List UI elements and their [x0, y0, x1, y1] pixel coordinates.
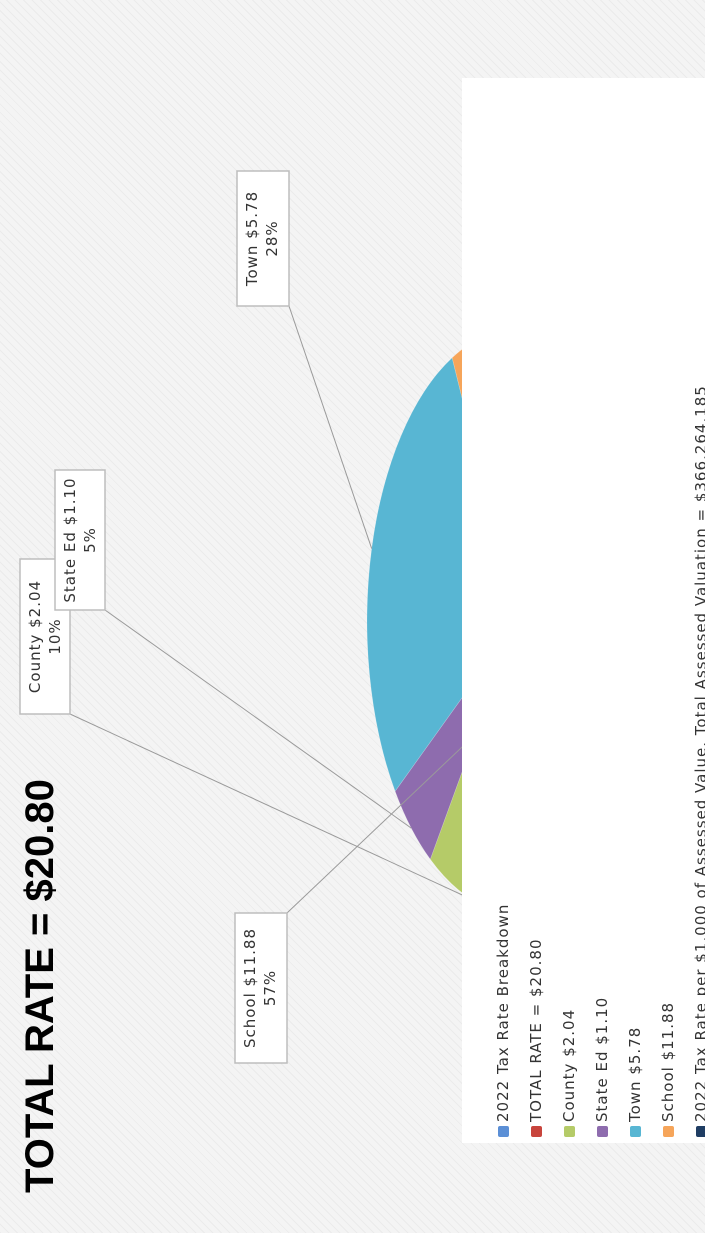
- legend: 2022 Tax Rate Breakdown TOTAL RATE = $20.…: [462, 78, 705, 1143]
- legend-swatch: [563, 1126, 575, 1137]
- legend-item: Town $5.78: [624, 1027, 646, 1137]
- legend-swatch: [662, 1126, 674, 1137]
- callout-leader-0: [69, 713, 472, 900]
- callout-label-1: State Ed $1.10: [61, 477, 79, 602]
- legend-item: School $11.88: [657, 1002, 679, 1137]
- callout-leader-1: [104, 609, 412, 829]
- legend-label: 2022 Tax Rate per $1,000 of Assessed Val…: [692, 385, 705, 1122]
- legend-item: 2022 Tax Rate per $1,000 of Assessed Val…: [690, 385, 705, 1137]
- callout-percent-1: 5%: [81, 527, 99, 553]
- callout-label-2: Town $5.78: [243, 191, 261, 287]
- callout-label-0: County $2.04: [26, 580, 44, 693]
- callout-percent-0: 10%: [46, 618, 64, 654]
- pie-slice-2: [366, 357, 518, 792]
- legend-label: State Ed $1.10: [593, 996, 611, 1122]
- legend-swatch: [629, 1126, 641, 1137]
- callout-box-1: [54, 469, 106, 611]
- legend-swatch: [695, 1126, 705, 1137]
- legend-item: TOTAL RATE = $20.80: [525, 938, 547, 1137]
- callout-box-2: [236, 170, 290, 307]
- legend-swatch: [497, 1126, 509, 1137]
- legend-label: 2022 Tax Rate Breakdown: [494, 903, 512, 1122]
- legend-item: County $2.04: [558, 1009, 580, 1137]
- legend-item: 2022 Tax Rate Breakdown: [492, 904, 514, 1137]
- callout-label-3: School $11.88: [241, 928, 259, 1048]
- legend-swatch: [596, 1126, 608, 1137]
- legend-label: Town $5.78: [626, 1026, 644, 1122]
- legend-item: State Ed $1.10: [591, 997, 613, 1137]
- callout-leader-2: [288, 305, 373, 549]
- callout-percent-3: 57%: [261, 970, 279, 1006]
- callout-percent-2: 28%: [263, 220, 281, 256]
- callout-box-3: [234, 912, 288, 1064]
- legend-swatch: [530, 1126, 542, 1137]
- legend-label: School $11.88: [659, 1001, 677, 1122]
- pie-callouts: County $2.04 10% State Ed $1.10 5% Town $5.7…: [19, 170, 664, 1064]
- legend-label: TOTAL RATE = $20.80: [527, 938, 545, 1123]
- legend-label: County $2.04: [560, 1008, 578, 1122]
